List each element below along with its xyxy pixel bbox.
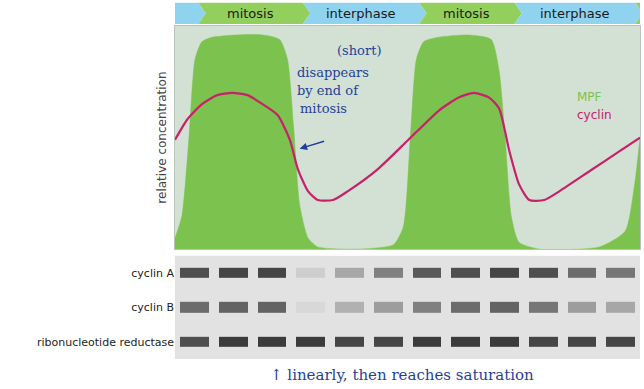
svg-text:MPF: MPF bbox=[577, 90, 602, 104]
svg-text:interphase: interphase bbox=[540, 6, 610, 21]
svg-text:relative concentration: relative concentration bbox=[155, 71, 169, 203]
svg-text:ribonucleotide reductase: ribonucleotide reductase bbox=[37, 336, 174, 349]
svg-text:disappears: disappears bbox=[297, 65, 369, 80]
svg-text:cyclin: cyclin bbox=[577, 108, 612, 122]
svg-text:by end of: by end of bbox=[297, 83, 359, 98]
svg-text:interphase: interphase bbox=[326, 6, 396, 21]
svg-text:mitosis: mitosis bbox=[443, 6, 490, 21]
svg-text:mitosis: mitosis bbox=[300, 101, 347, 116]
svg-text:↑ linearly, then reaches satur: ↑ linearly, then reaches saturation bbox=[270, 366, 534, 384]
svg-text:cyclin A: cyclin A bbox=[131, 267, 174, 280]
svg-text:cyclin B: cyclin B bbox=[131, 301, 174, 314]
svg-text:(short): (short) bbox=[337, 43, 381, 58]
svg-text:mitosis: mitosis bbox=[227, 6, 274, 21]
